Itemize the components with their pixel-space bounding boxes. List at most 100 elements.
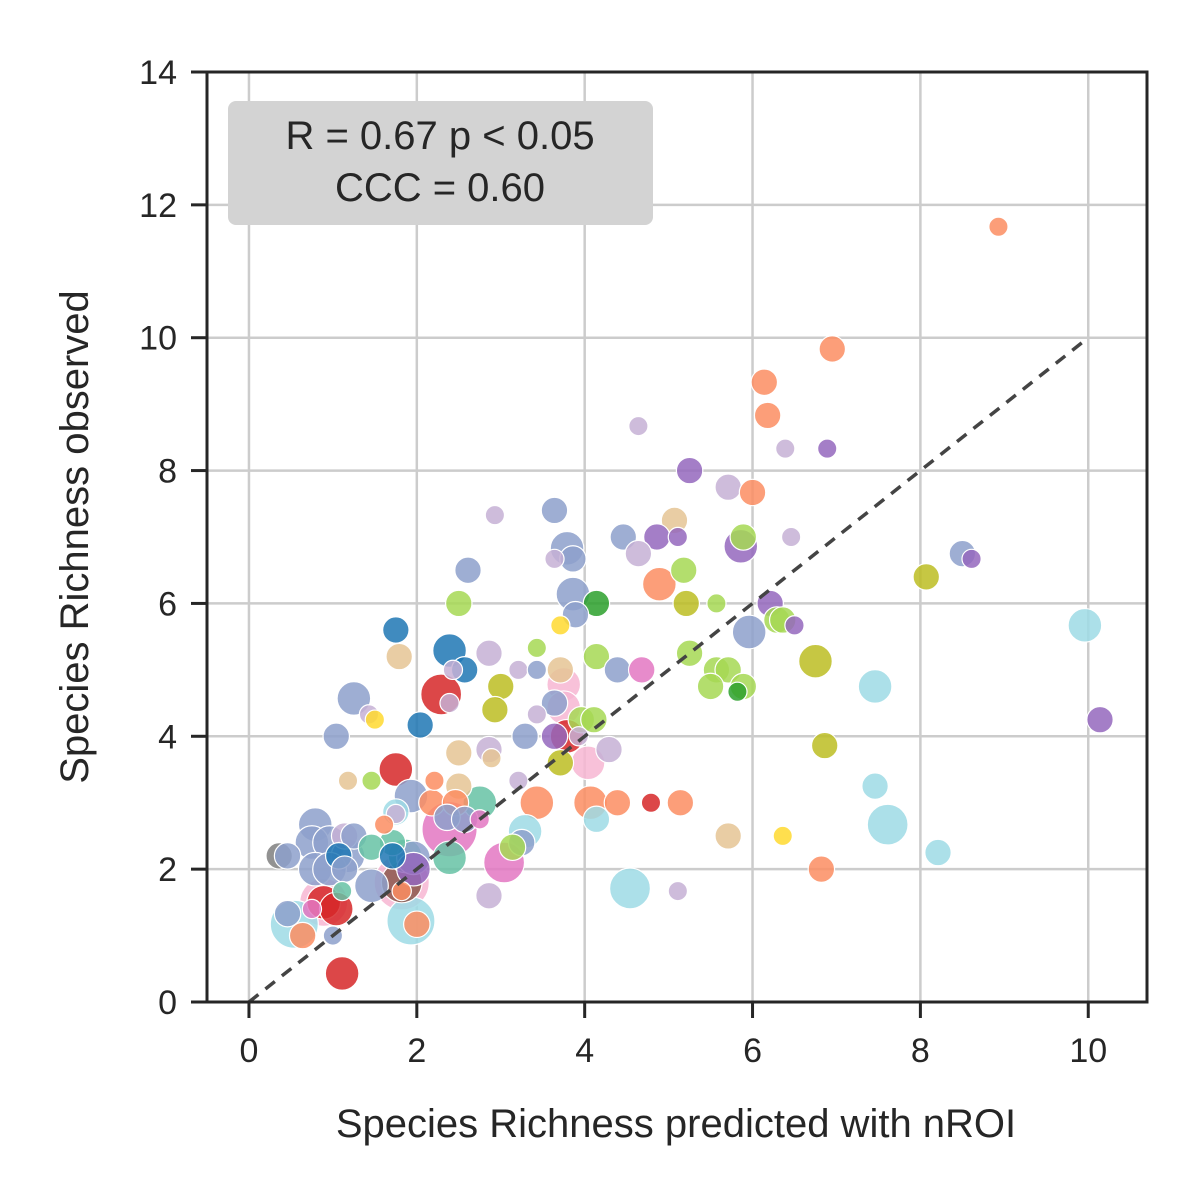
data-points xyxy=(265,216,1114,991)
data-point xyxy=(540,689,569,717)
data-point xyxy=(330,855,359,883)
data-point xyxy=(288,921,317,950)
stats-annotation: R = 0.67 p < 0.05 CCC = 0.60 xyxy=(228,101,653,225)
data-point xyxy=(273,899,302,928)
data-point xyxy=(385,642,413,671)
data-point xyxy=(706,593,727,614)
data-point xyxy=(912,563,941,591)
y-tick-label: 12 xyxy=(139,187,177,225)
data-point xyxy=(624,539,653,568)
data-point xyxy=(273,842,302,870)
data-point xyxy=(526,659,548,681)
data-point xyxy=(1067,607,1103,643)
data-point xyxy=(373,814,395,835)
data-point xyxy=(672,589,701,618)
data-point xyxy=(337,770,359,791)
data-point xyxy=(486,672,515,701)
data-point xyxy=(784,615,805,636)
y-tick-label: 10 xyxy=(139,320,177,358)
data-point xyxy=(727,681,748,702)
annotation-ccc-value: CCC = 0.60 xyxy=(335,166,545,210)
data-point xyxy=(810,731,839,760)
data-point xyxy=(324,956,360,991)
data-point xyxy=(546,749,575,777)
x-tick-label: 0 xyxy=(240,1032,259,1070)
data-point xyxy=(511,722,539,751)
data-point xyxy=(866,803,909,846)
data-point xyxy=(666,788,695,817)
data-point xyxy=(924,838,952,867)
x-tick-label: 2 xyxy=(407,1032,426,1070)
data-point xyxy=(364,709,386,730)
axis-ticks: 0 2 4 6 8 10 0 2 4 6 8 10 12 14 xyxy=(139,54,1107,1070)
data-point xyxy=(582,805,611,834)
data-point xyxy=(540,722,569,751)
data-point xyxy=(498,833,527,862)
data-point xyxy=(780,526,802,548)
data-point xyxy=(714,473,742,501)
data-point xyxy=(439,692,460,714)
data-point xyxy=(454,556,482,585)
identity-line xyxy=(247,336,1090,1004)
y-tick-label: 14 xyxy=(139,54,177,92)
data-point xyxy=(508,659,529,681)
data-point xyxy=(391,880,412,902)
plot-frame xyxy=(205,70,1149,1004)
data-point xyxy=(667,526,689,548)
data-point xyxy=(361,770,382,791)
data-point xyxy=(641,566,677,602)
data-point xyxy=(475,881,503,910)
data-point xyxy=(568,726,590,747)
data-point xyxy=(424,770,445,791)
data-point xyxy=(378,842,407,870)
y-tick-label: 0 xyxy=(158,984,177,1022)
data-point xyxy=(817,438,838,459)
data-point xyxy=(580,705,608,734)
data-point xyxy=(526,637,548,659)
data-point xyxy=(640,792,662,813)
data-point xyxy=(818,335,847,363)
data-point xyxy=(603,788,632,817)
data-point xyxy=(403,910,431,939)
data-point xyxy=(526,704,548,725)
data-point xyxy=(322,722,351,751)
data-point xyxy=(481,695,509,724)
data-point xyxy=(432,840,467,876)
data-point xyxy=(961,548,982,570)
data-point xyxy=(481,748,502,769)
y-tick-label: 2 xyxy=(158,851,177,889)
data-point xyxy=(729,523,758,551)
data-point xyxy=(669,556,698,585)
data-point xyxy=(807,855,836,883)
data-point xyxy=(582,642,611,671)
annotation-r-value: R = 0.67 p < 0.05 xyxy=(285,114,594,158)
data-point xyxy=(988,216,1009,237)
data-point xyxy=(382,616,410,644)
data-point xyxy=(444,739,473,767)
data-point xyxy=(857,669,893,704)
data-point xyxy=(595,735,623,764)
data-point xyxy=(442,659,464,681)
y-tick-label: 8 xyxy=(158,453,177,491)
data-point xyxy=(772,825,793,847)
data-point xyxy=(667,880,689,902)
data-point xyxy=(603,656,632,684)
annotation-box xyxy=(228,101,653,225)
data-point xyxy=(731,614,767,650)
x-tick-label: 4 xyxy=(575,1032,594,1070)
data-point xyxy=(738,478,767,507)
data-point xyxy=(696,672,725,701)
y-tick-label: 6 xyxy=(158,585,177,623)
data-point xyxy=(406,711,434,739)
data-point xyxy=(546,656,575,684)
x-axis-label: Species Richness predicted with nROI xyxy=(336,1102,1016,1146)
data-point xyxy=(301,898,323,920)
data-point xyxy=(750,368,779,397)
data-point xyxy=(540,496,569,525)
x-tick-label: 6 xyxy=(743,1032,762,1070)
data-point xyxy=(753,401,782,430)
data-point xyxy=(550,615,571,636)
data-point xyxy=(675,456,704,485)
data-point xyxy=(444,589,473,618)
